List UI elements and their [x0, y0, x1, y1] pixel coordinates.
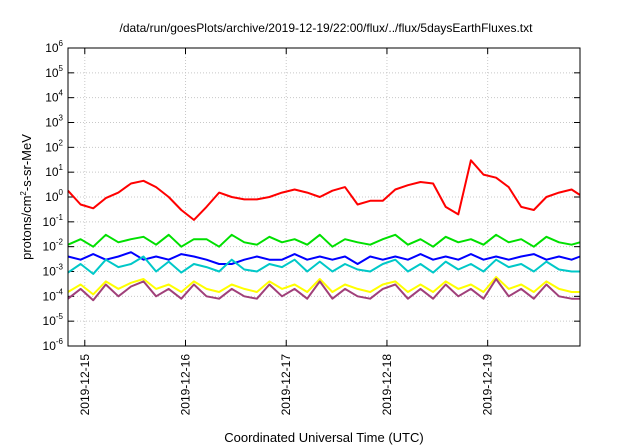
series-lines — [67, 159, 581, 302]
x-tick-label: 2019-12-15 — [78, 354, 92, 416]
y-tick-label: 102 — [45, 138, 63, 154]
series-line-2 — [67, 233, 581, 248]
plot-frame — [67, 47, 581, 347]
y-tick-label: 10-1 — [43, 213, 64, 229]
chart-title: /data/run/goesPlots/archive/2019-12-19/2… — [120, 21, 534, 35]
x-axis-label: Coordinated Universal Time (UTC) — [224, 430, 423, 445]
x-tick-label: 2019-12-17 — [279, 354, 293, 416]
series-line-1 — [67, 159, 581, 221]
x-tick-labels: 2019-12-15 2019-12-16 2019-12-17 2019-12-18… — [78, 354, 495, 416]
x-tick-label: 2019-12-16 — [179, 354, 193, 416]
y-tick-label: 10-5 — [43, 312, 64, 328]
y-tick-label: 105 — [45, 64, 63, 80]
y-tick-label: 100 — [45, 188, 63, 204]
x-tick-label: 2019-12-18 — [380, 354, 394, 416]
y-tick-label: 101 — [45, 163, 63, 179]
series-line-6 — [67, 278, 580, 302]
y-axis-label: protons/cm2-s-sr-MeV — [19, 134, 34, 260]
y-tick-label: 10-3 — [43, 263, 64, 279]
y-tick-label: 106 — [45, 39, 63, 55]
grid-lines — [68, 47, 580, 347]
y-tick-label: 104 — [45, 89, 63, 105]
x-tick-label: 2019-12-19 — [481, 354, 495, 416]
series-line-4 — [67, 255, 580, 275]
series-line-3 — [67, 251, 581, 265]
y-tick-label: 103 — [45, 114, 63, 130]
y-tick-label: 10-4 — [43, 287, 64, 303]
series-line-5 — [67, 276, 580, 296]
y-tick-label: 10-6 — [43, 337, 64, 353]
y-tick-labels: 106 105 104 103 102 101 100 10-1 10-2 10-3 10-4 10-… — [43, 39, 64, 353]
y-tick-label: 10-2 — [43, 238, 64, 254]
